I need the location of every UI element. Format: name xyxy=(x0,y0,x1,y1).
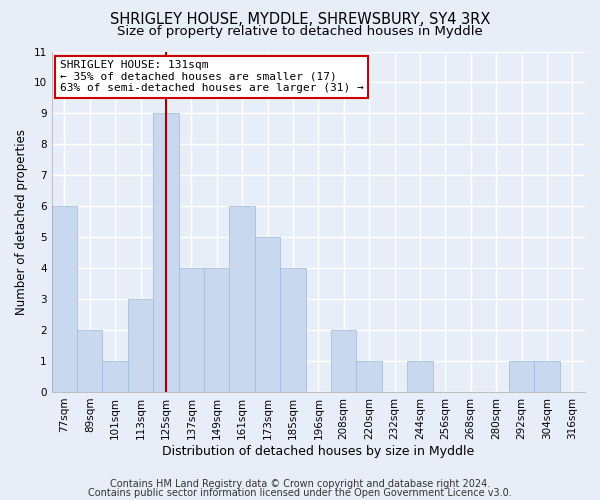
Bar xyxy=(103,361,128,392)
Bar xyxy=(128,299,153,392)
Bar xyxy=(331,330,356,392)
Text: SHRIGLEY HOUSE: 131sqm
← 35% of detached houses are smaller (17)
63% of semi-det: SHRIGLEY HOUSE: 131sqm ← 35% of detached… xyxy=(59,60,364,93)
Bar xyxy=(204,268,229,392)
Bar xyxy=(52,206,77,392)
Bar xyxy=(534,361,560,392)
Text: Contains HM Land Registry data © Crown copyright and database right 2024.: Contains HM Land Registry data © Crown c… xyxy=(110,479,490,489)
X-axis label: Distribution of detached houses by size in Myddle: Distribution of detached houses by size … xyxy=(162,444,475,458)
Text: Contains public sector information licensed under the Open Government Licence v3: Contains public sector information licen… xyxy=(88,488,512,498)
Bar xyxy=(255,237,280,392)
Text: Size of property relative to detached houses in Myddle: Size of property relative to detached ho… xyxy=(117,25,483,38)
Bar xyxy=(407,361,433,392)
Bar xyxy=(77,330,103,392)
Bar xyxy=(509,361,534,392)
Text: SHRIGLEY HOUSE, MYDDLE, SHREWSBURY, SY4 3RX: SHRIGLEY HOUSE, MYDDLE, SHREWSBURY, SY4 … xyxy=(110,12,490,28)
Bar xyxy=(229,206,255,392)
Bar xyxy=(153,114,179,392)
Y-axis label: Number of detached properties: Number of detached properties xyxy=(15,128,28,314)
Bar xyxy=(280,268,305,392)
Bar xyxy=(356,361,382,392)
Bar xyxy=(179,268,204,392)
